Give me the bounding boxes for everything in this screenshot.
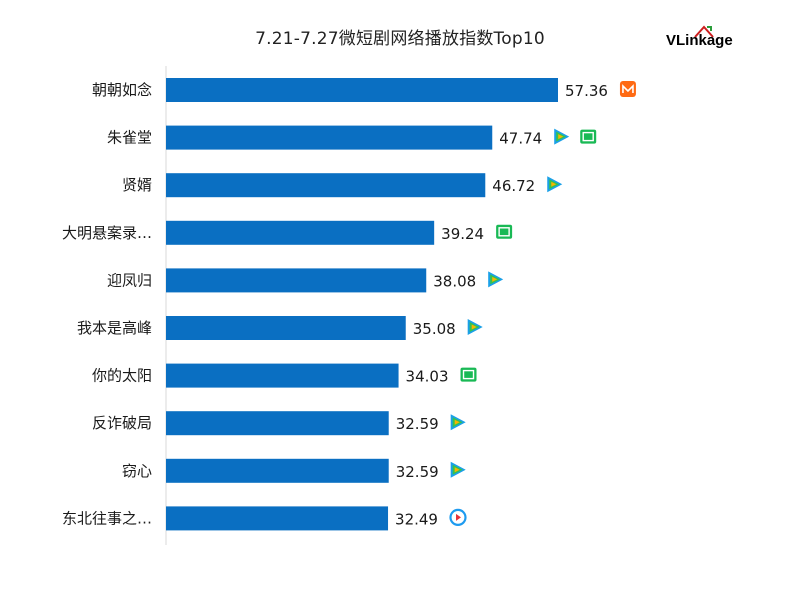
value-label: 38.08 [433, 272, 476, 290]
tencent-shape-inner [471, 324, 477, 330]
iqiyi-screen [462, 369, 475, 380]
category-label: 贤婿 [122, 176, 152, 194]
iqiyi-icon [460, 367, 477, 382]
bar [166, 458, 389, 483]
chart-title: 7.21-7.27微短剧网络播放指数Top10 [255, 29, 545, 49]
iqiyi-screen [498, 227, 510, 237]
bar [166, 125, 493, 150]
bar [166, 78, 558, 102]
tencent-shape-inner [551, 181, 557, 187]
bar [166, 506, 389, 531]
tencent-shape-inner [558, 134, 564, 140]
category-label: 东北往事之… [62, 509, 152, 527]
category-label: 朱雀堂 [107, 129, 152, 147]
iqiyi-icon [580, 129, 597, 144]
value-label: 46.72 [492, 177, 535, 195]
category-label: 窃心 [122, 462, 152, 480]
mango-tv-icon [619, 81, 636, 97]
value-label: 35.08 [413, 320, 456, 338]
category-label: 我本是高峰 [77, 319, 152, 337]
bar [166, 411, 389, 436]
value-label: 47.74 [499, 130, 542, 148]
tencent-video-icon [467, 319, 483, 335]
tencent-shape-inner [454, 419, 460, 425]
bar [166, 316, 406, 340]
mango-glyph [622, 84, 634, 93]
mango-bg [619, 81, 636, 97]
tencent-shape-inner [492, 276, 498, 282]
category-label: 迎凤归 [107, 271, 152, 289]
tencent-video-icon [450, 414, 466, 431]
logo-house-icon [694, 25, 714, 38]
category-label: 反诈破局 [92, 414, 152, 432]
bar [166, 363, 399, 388]
youku-play [455, 513, 461, 521]
value-label: 57.36 [565, 82, 608, 100]
youku-icon [449, 508, 467, 527]
tencent-video-icon [547, 176, 563, 193]
tencent-shape-inner [454, 467, 460, 473]
category-label: 大明悬案录… [62, 224, 152, 242]
bar [166, 268, 427, 293]
tencent-video-icon [450, 461, 466, 478]
vlinkage-logo: VLinkage [666, 24, 758, 54]
bar [166, 173, 486, 198]
tencent-video-icon [554, 128, 570, 145]
iqiyi-screen [582, 131, 594, 142]
value-label: 34.03 [406, 368, 449, 386]
value-label: 32.59 [396, 463, 439, 481]
logo-text: VLinkage [666, 32, 733, 49]
value-label: 32.49 [395, 510, 438, 528]
category-label: 朝朝如念 [92, 81, 152, 99]
value-label: 32.59 [396, 415, 439, 433]
value-label: 39.24 [441, 225, 484, 243]
iqiyi-icon [496, 224, 513, 239]
bar [166, 220, 435, 245]
tencent-video-icon [488, 271, 504, 288]
category-label: 你的太阳 [92, 367, 152, 385]
